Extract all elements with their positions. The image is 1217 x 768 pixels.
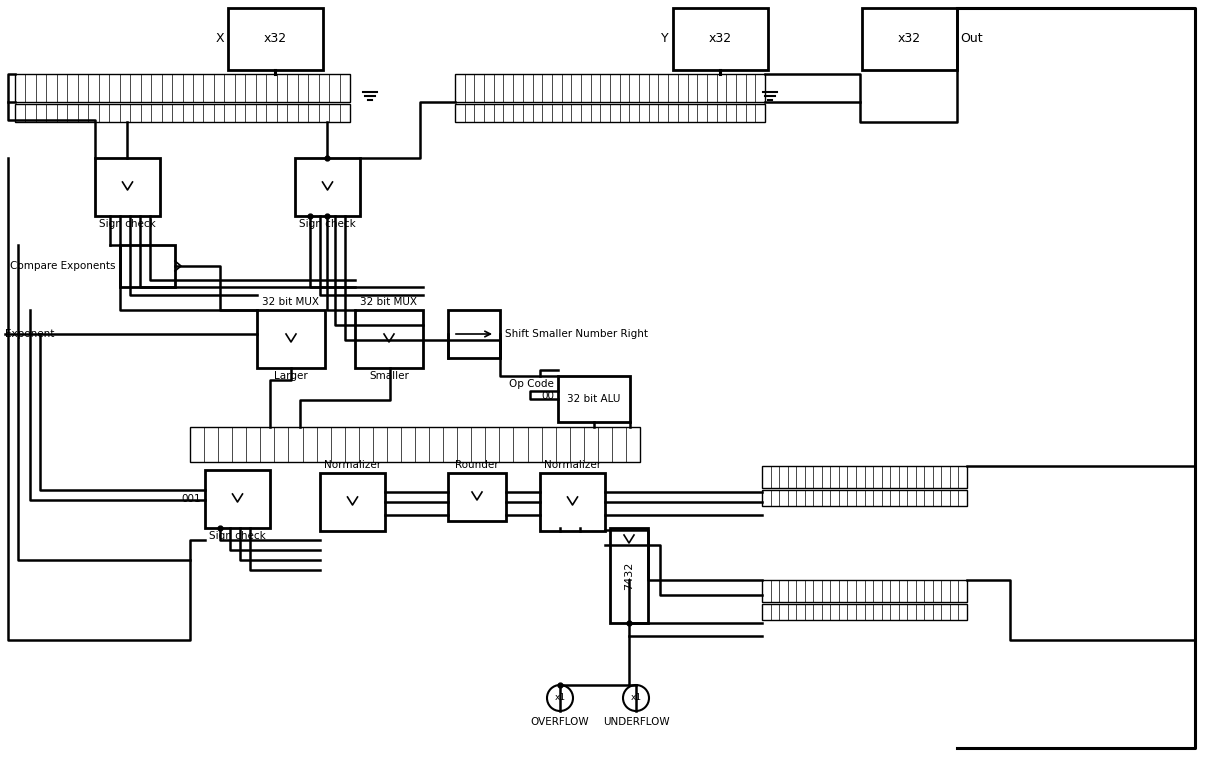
Bar [95,158,159,216]
Text: x32: x32 [897,32,920,45]
Text: 32 bit MUX: 32 bit MUX [263,297,320,307]
Text: X: X [215,32,224,45]
Text: Y: Y [661,32,669,45]
Bar [355,310,424,368]
Text: Smaller: Smaller [369,371,409,381]
Text: Sign check: Sign check [299,219,355,229]
Bar [190,427,640,462]
Text: Exponent: Exponent [5,329,55,339]
Bar [204,470,270,528]
Text: 32 bit ALU: 32 bit ALU [567,394,621,404]
Text: Out: Out [960,32,982,45]
Bar [610,528,647,623]
Text: Rounder: Rounder [455,460,499,470]
Text: Shift Smaller Number Right: Shift Smaller Number Right [505,329,647,339]
Bar [762,490,968,506]
Bar [540,473,605,531]
Text: 00: 00 [542,391,554,401]
Bar [15,74,350,102]
Bar [228,8,323,70]
Bar [673,8,768,70]
Text: 32 bit MUX: 32 bit MUX [360,297,417,307]
Text: UNDERFLOW: UNDERFLOW [602,717,669,727]
Text: Op Code: Op Code [509,379,554,389]
Bar [295,158,360,216]
Bar [448,473,506,521]
Text: Larger: Larger [274,371,308,381]
Text: 001: 001 [181,494,201,504]
Bar [862,8,957,70]
Text: Sign check: Sign check [209,531,265,541]
Text: Normalizer: Normalizer [324,460,381,470]
Bar [257,310,325,368]
Bar [762,466,968,488]
Bar [320,473,385,531]
Text: Sign check: Sign check [99,219,156,229]
Bar [455,74,765,102]
Bar [120,245,175,287]
Bar [15,104,350,122]
Text: 7432: 7432 [624,561,634,590]
Bar [448,310,500,358]
Text: x1: x1 [630,694,641,703]
Bar [559,376,630,422]
Bar [455,104,765,122]
Text: x1: x1 [555,694,566,703]
Bar [762,604,968,620]
Bar [762,580,968,602]
Text: x32: x32 [263,32,286,45]
Text: x32: x32 [708,32,731,45]
Text: Normalizer: Normalizer [544,460,601,470]
Text: OVERFLOW: OVERFLOW [531,717,589,727]
Text: Compare Exponents: Compare Exponents [10,261,114,271]
